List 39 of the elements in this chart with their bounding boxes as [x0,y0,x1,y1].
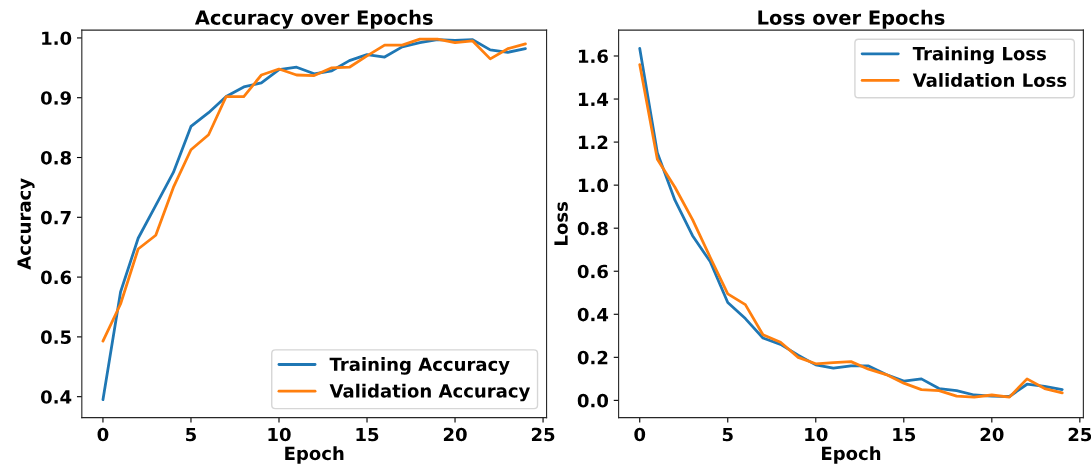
x-tick-label: 0 [97,427,109,442]
x-axis-title: Epoch [822,446,881,464]
y-tick-label: 1.0 [578,178,609,193]
y-tick-label: 0.6 [40,270,72,285]
y-tick-label: 0.4 [577,307,609,322]
y-tick-label: 1.2 [578,135,608,149]
line-series [101,37,527,343]
y-tick-label: 1.4 [578,92,609,106]
y-tick-label: 0.4 [40,390,72,404]
x-tick-label: 20 [443,427,467,442]
y-tick-label: 0.5 [40,330,71,344]
y-tick-label: 0.8 [40,150,71,165]
x-tick-label: 5 [722,427,733,442]
y-tick-label: 0.6 [577,264,608,279]
y-tick-label: 0.7 [40,210,71,225]
legend-label: Validation Loss [912,73,1067,88]
x-tick-label: 0 [634,427,646,442]
y-tick-label: 1.6 [578,49,608,64]
chart-title: Accuracy over Epochs [194,9,433,29]
y-tick-label: 0.9 [40,91,71,105]
y-axis-title: Loss [554,202,568,245]
y-axis-title: Accuracy [17,178,35,270]
x-tick-label: 10 [268,427,291,442]
x-tick-label: 25 [531,427,555,442]
x-tick-label: 20 [980,427,1004,442]
y-tick-label: 0.2 [577,350,608,365]
legend-label: Validation Accuracy [329,383,530,402]
x-tick-label: 15 [893,427,916,442]
x-tick-label: 5 [186,427,196,442]
legend-label: Training Loss [912,46,1046,65]
legend-label: Training Accuracy [329,357,510,375]
x-axis-title: Epoch [285,446,344,464]
y-tick-label: 0.8 [577,221,608,236]
chart-title: Loss over Epochs [758,9,945,29]
x-tick-label: 25 [1068,427,1091,442]
x-tick-label: 15 [356,427,379,442]
y-tick-label: 1.0 [42,31,72,46]
y-tick-label: 0.0 [577,393,609,408]
x-tick-label: 10 [805,427,828,442]
